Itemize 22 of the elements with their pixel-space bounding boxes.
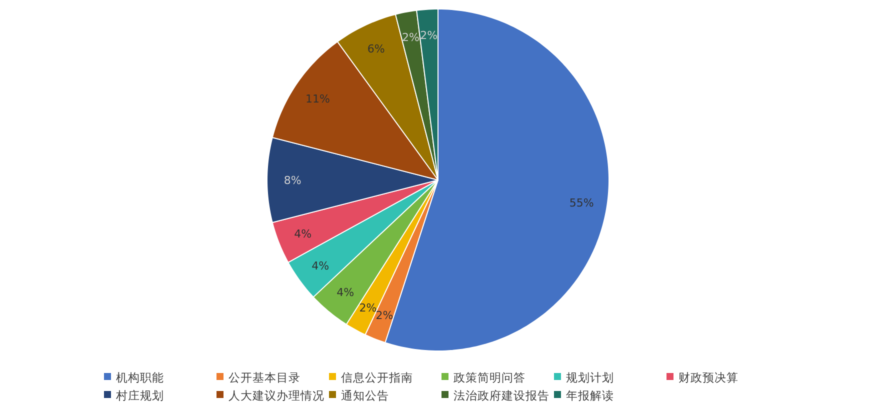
- data-label: 55%: [569, 196, 594, 210]
- data-label: 11%: [306, 92, 330, 106]
- legend-label: 人大建议办理情况: [228, 388, 324, 402]
- legend-label: 规划计划: [566, 370, 614, 384]
- legend-label: 公开基本目录: [228, 370, 300, 384]
- legend-label: 政策简明问答: [454, 370, 526, 384]
- legend-label: 机构职能: [116, 370, 164, 384]
- legend-label: 财政预决算: [678, 370, 738, 384]
- legend-label: 信息公开指南: [341, 370, 413, 384]
- data-label: 8%: [284, 174, 302, 187]
- legend-label: 村庄规划: [115, 388, 164, 402]
- legend-label: 年报解读: [566, 388, 614, 402]
- data-label: 2%: [420, 28, 438, 42]
- data-label: 2%: [376, 309, 394, 322]
- data-label: 6%: [367, 42, 385, 56]
- data-label: 4%: [294, 228, 312, 241]
- data-label: 4%: [312, 259, 330, 272]
- legend-label: 通知公告: [341, 388, 389, 402]
- legend-label: 法治政府建设报告: [454, 388, 550, 402]
- data-label: 2%: [359, 301, 377, 314]
- data-label: 2%: [402, 31, 420, 44]
- data-label: 4%: [336, 286, 354, 299]
